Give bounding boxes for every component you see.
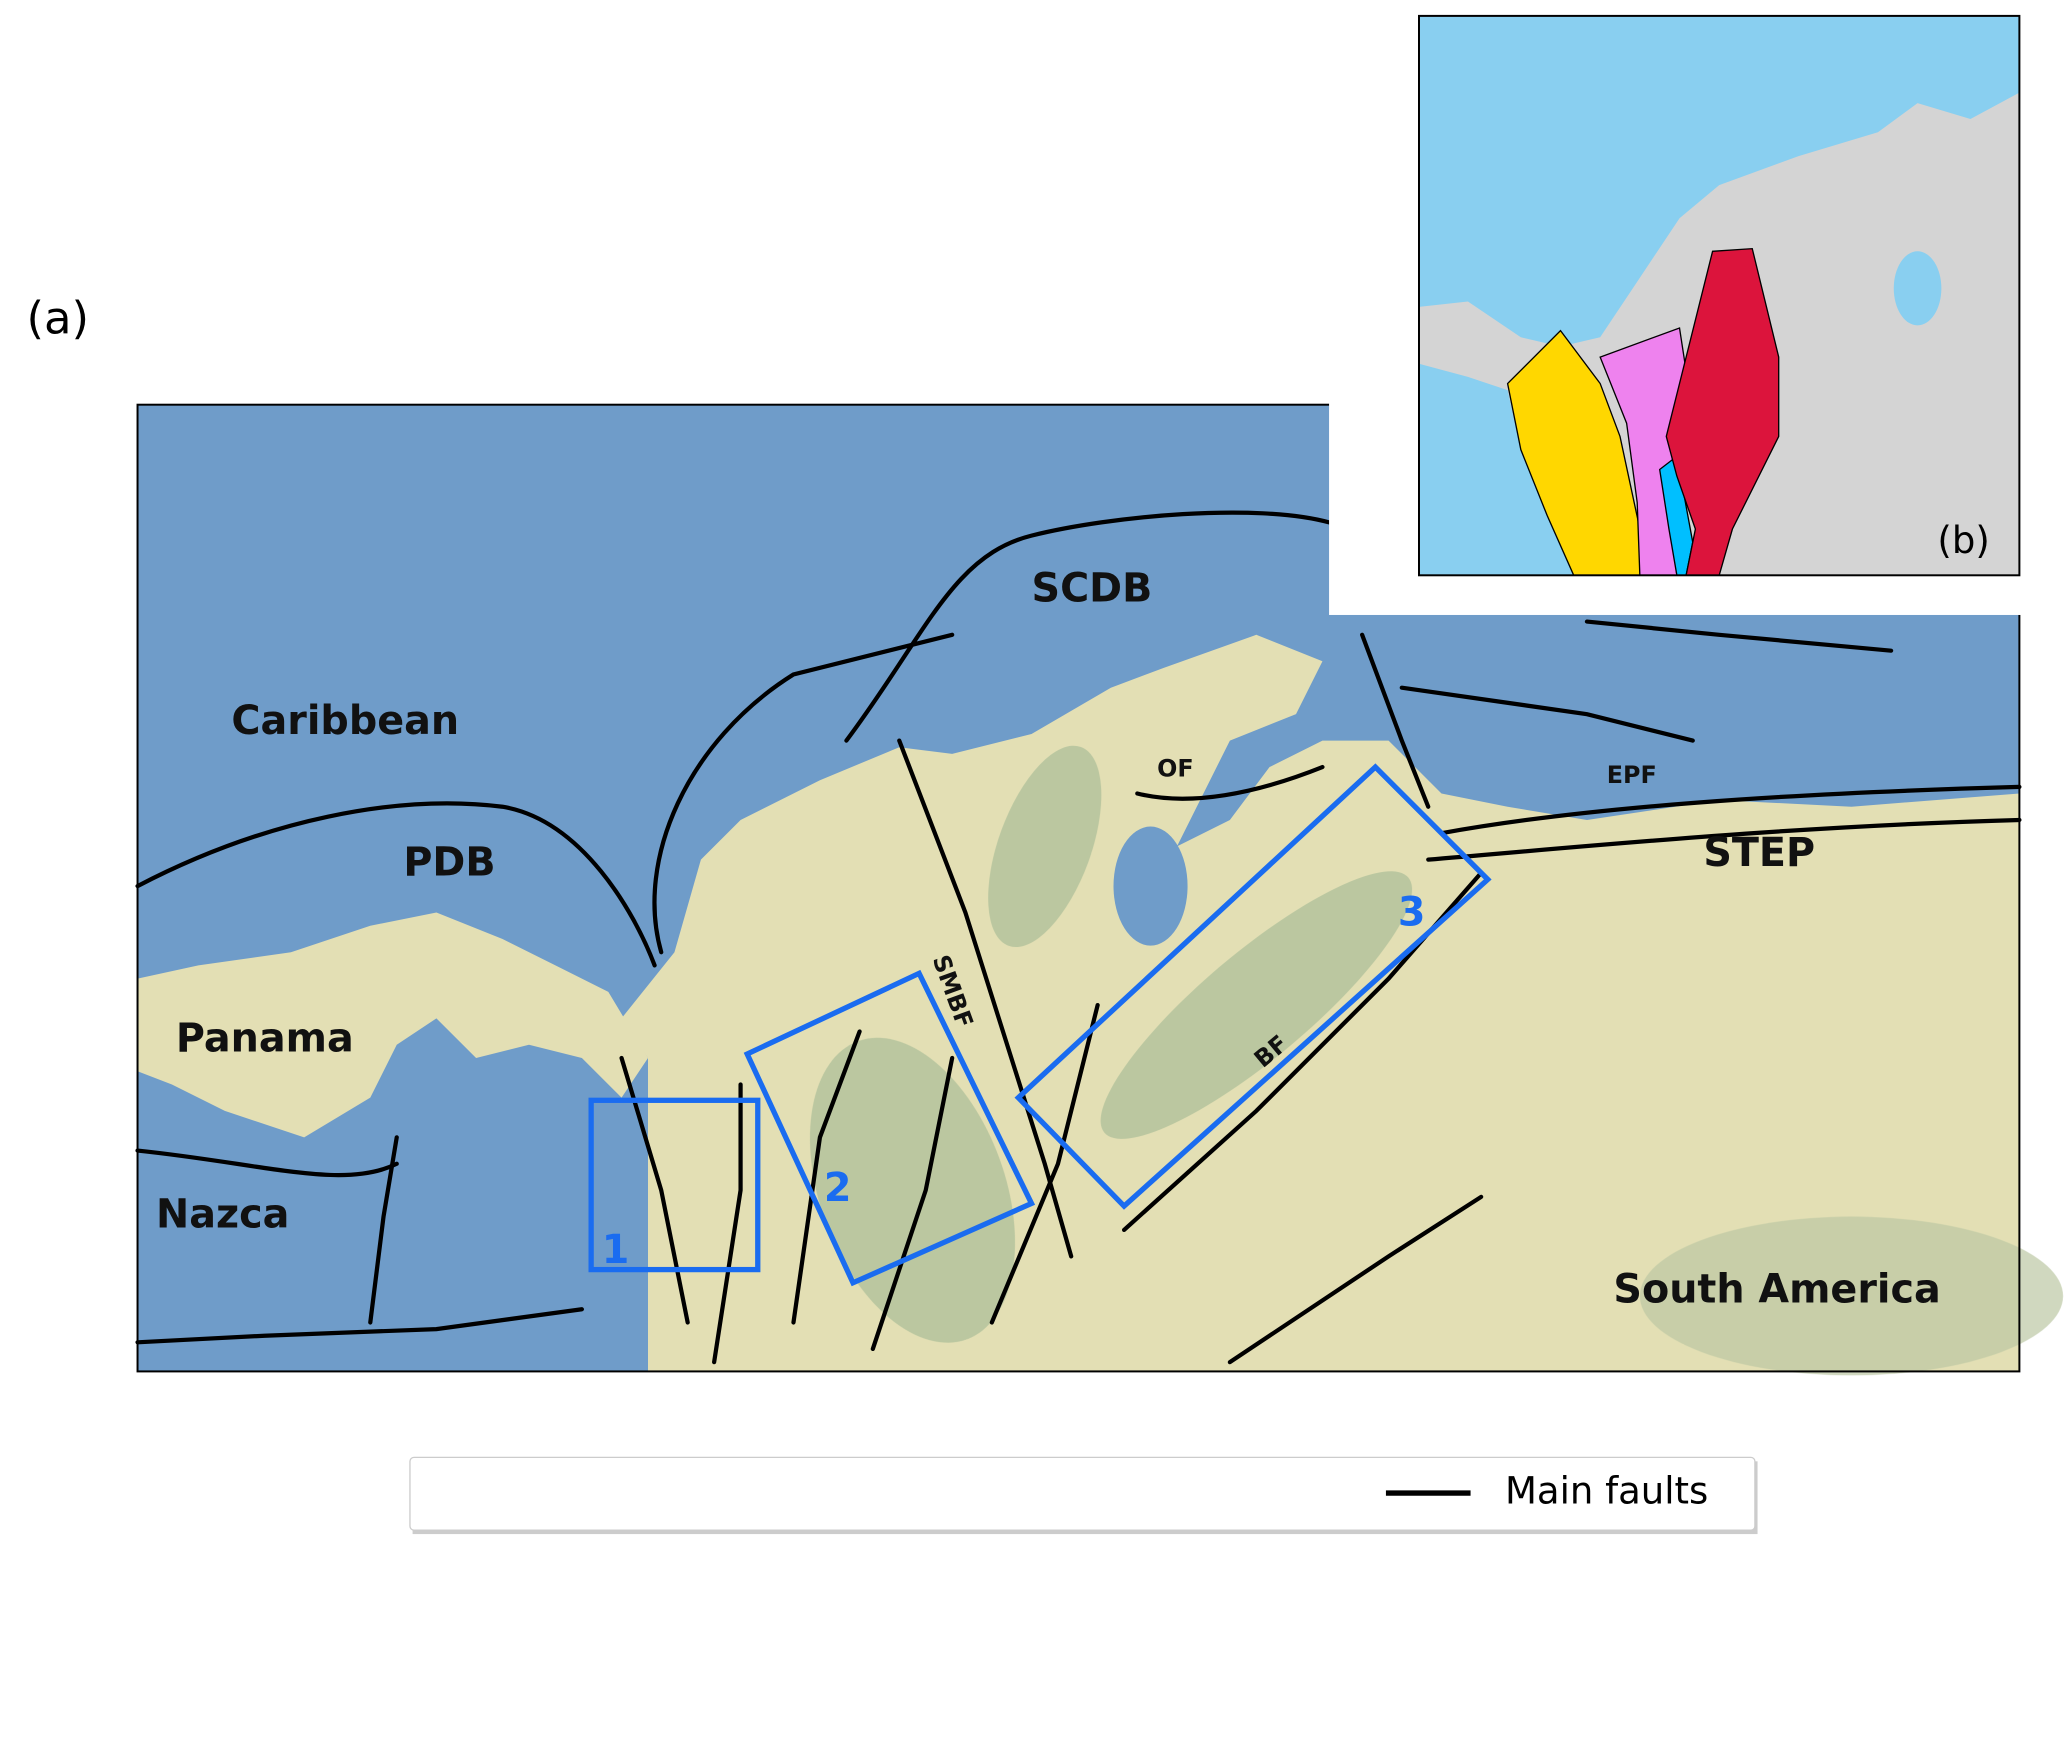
- map-frame: [136, 403, 2021, 1373]
- legend: Main faults: [409, 1456, 1758, 1535]
- lake: [1113, 826, 1188, 946]
- panel-label: (a): [26, 291, 89, 344]
- region-label: EPF: [1607, 761, 1657, 789]
- land: [137, 912, 649, 1138]
- region-label: SCDB: [1032, 566, 1153, 612]
- panel-label: (b): [1937, 519, 1989, 562]
- inset-map: (b): [1329, 0, 2067, 615]
- study-boxes: [588, 763, 1492, 1287]
- region-label: Nazca: [156, 1191, 289, 1237]
- region-label: Panama: [176, 1015, 354, 1061]
- region-label: South America: [1613, 1267, 1940, 1313]
- legend-label: Main faults: [1505, 1470, 1708, 1513]
- region-label: PDB: [403, 839, 495, 885]
- region-label: STEP: [1703, 830, 1815, 876]
- inset-frame: [1418, 14, 2021, 577]
- region-label: OF: [1157, 754, 1194, 782]
- faults: [135, 510, 2022, 1365]
- box-label: 3: [1398, 890, 1426, 936]
- region-label: Caribbean: [231, 698, 459, 744]
- box-label: 2: [824, 1165, 852, 1211]
- relief: [809, 745, 2064, 1376]
- box-label: 1: [602, 1227, 630, 1273]
